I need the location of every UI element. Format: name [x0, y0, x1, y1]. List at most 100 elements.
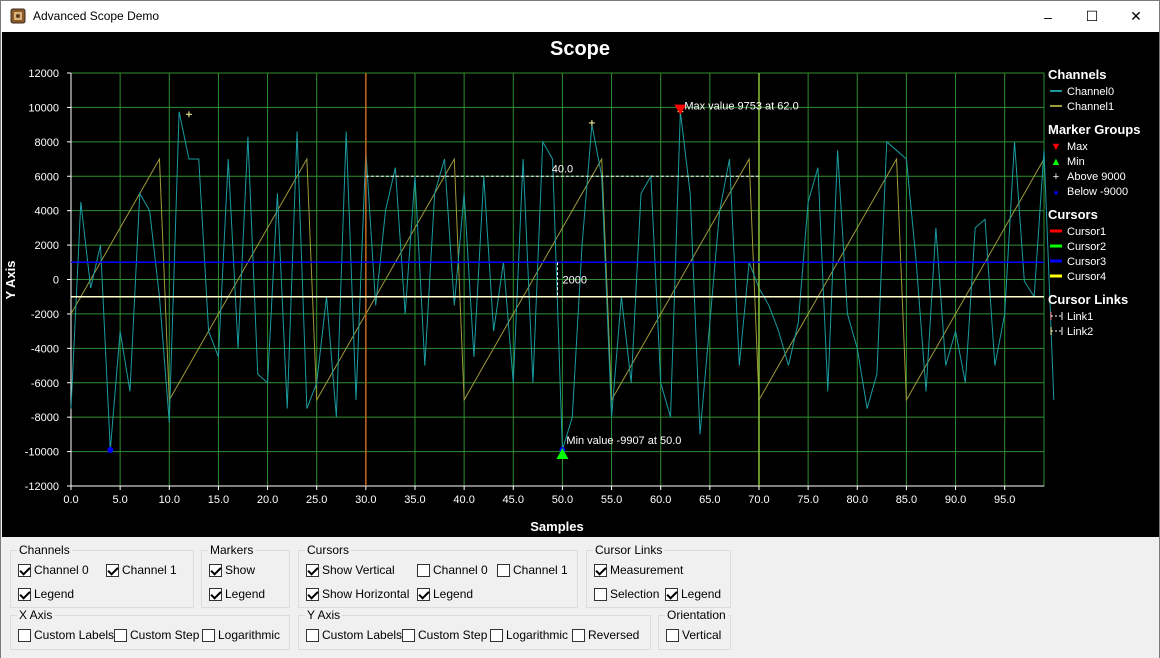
- cursor-links-group: Cursor Links: [586, 543, 731, 608]
- cursor-links-group-title: Cursor Links: [595, 543, 663, 557]
- window-title: Advanced Scope Demo: [33, 9, 160, 23]
- close-button[interactable]: ✕: [1113, 1, 1159, 32]
- x-tick-label: 50.0: [552, 494, 573, 506]
- x-custom-step-label: Custom Step: [130, 628, 200, 642]
- legend-marker-item: Min: [1067, 156, 1085, 168]
- scope-chart-svg[interactable]: Scope 0.0 5.0 10.0 15.0 20.0 25.0 30.0 35.0 40.0…: [2, 32, 1159, 537]
- markers-legend-checkbox[interactable]: Legend: [209, 587, 265, 601]
- series-channel1: [70, 157, 1045, 402]
- legend-cursor-item: Cursor3: [1067, 256, 1106, 268]
- y-reversed-checkbox[interactable]: Reversed: [572, 628, 639, 642]
- legend-marker-item: Below -9000: [1067, 186, 1128, 198]
- x-axis-ticks: 0.0 5.0 10.0 15.0 20.0 25.0 30.0 35.0 40.0 45.0 50…: [63, 485, 1044, 506]
- legend-link-item: Link2: [1067, 326, 1093, 338]
- x-axis-label: Samples: [530, 519, 583, 534]
- y-axis-group: Y Axis: [298, 608, 651, 650]
- x-tick-label: 35.0: [404, 494, 425, 506]
- x-tick-label: 80.0: [847, 494, 868, 506]
- y-tick-label: -12000: [25, 481, 59, 493]
- channel1-checkbox[interactable]: Channel 1: [106, 563, 177, 577]
- legend-item-channel0: Channel0: [1067, 86, 1114, 98]
- y-reversed-label: Reversed: [588, 628, 640, 642]
- x-tick-label: 60.0: [650, 494, 671, 506]
- legend-link-item: Link1: [1067, 311, 1093, 323]
- markers-show-label: Show: [225, 563, 256, 577]
- x-logarithmic-checkbox[interactable]: Logarithmic: [202, 628, 280, 642]
- vertical-orientation-label: Vertical: [682, 628, 722, 642]
- links-legend-label: Legend: [681, 587, 722, 601]
- legend-cursor-item: Cursor2: [1067, 241, 1106, 253]
- app-icon: [10, 8, 26, 24]
- orientation-group: Orientation: [658, 608, 731, 650]
- legend-heading: Cursors: [1048, 207, 1098, 222]
- x-tick-label: 15.0: [208, 494, 229, 506]
- links-legend-checkbox[interactable]: Legend: [665, 587, 721, 601]
- y-tick-label: 4000: [35, 206, 59, 218]
- scope-chart[interactable]: Scope 0.0 5.0 10.0 15.0 20.0 25.0 30.0 35.0 40.0…: [2, 32, 1159, 537]
- channels-legend-checkbox[interactable]: Legend: [18, 587, 74, 601]
- controls-panel: Channels Channel 0 Channel 1 Legend Mark…: [1, 537, 1159, 658]
- x-tick-label: 85.0: [896, 494, 917, 506]
- cursor-channel1-checkbox[interactable]: Channel 1: [497, 563, 568, 577]
- minimize-icon: –: [1044, 8, 1052, 25]
- x-tick-label: 90.0: [945, 494, 966, 506]
- maximize-icon: ☐: [1085, 8, 1099, 24]
- show-vertical-label: Show Vertical: [322, 563, 395, 577]
- x-tick-label: 0.0: [63, 494, 78, 506]
- y-tick-label: 0: [53, 275, 59, 287]
- y-tick-label: 6000: [35, 171, 59, 183]
- min-marker-label: Min value -9907 at 50.0: [566, 435, 681, 447]
- x-custom-step-checkbox[interactable]: Custom Step: [114, 628, 199, 642]
- legend-heading: Cursor Links: [1048, 292, 1128, 307]
- orientation-group-title: Orientation: [667, 608, 726, 622]
- legend-marker-item: Max: [1067, 141, 1088, 153]
- x-tick-label: 55.0: [601, 494, 622, 506]
- x-tick-label: 10.0: [159, 494, 180, 506]
- links-layer: 40.0 2000: [365, 163, 759, 297]
- below-marker: [107, 446, 114, 453]
- max-marker-label: Max value 9753 at 62.0: [684, 101, 798, 113]
- markers-legend-label: Legend: [225, 587, 266, 601]
- selection-checkbox[interactable]: Selection: [594, 587, 659, 601]
- y-tick-label: 12000: [28, 68, 59, 80]
- x-tick-label: 5.0: [112, 494, 127, 506]
- selection-label: Selection: [610, 587, 660, 601]
- x-tick-label: 40.0: [453, 494, 474, 506]
- min-marker: [556, 447, 569, 459]
- cursor-channel0-checkbox[interactable]: Channel 0: [417, 563, 488, 577]
- measurement-checkbox[interactable]: Measurement: [594, 563, 683, 577]
- channel0-checkbox[interactable]: Channel 0: [18, 563, 89, 577]
- cursor-channel1-label: Channel 1: [513, 563, 568, 577]
- cursors-legend-label: Legend: [433, 587, 474, 601]
- vertical-orientation-checkbox[interactable]: Vertical: [666, 628, 721, 642]
- x-custom-labels-checkbox[interactable]: Custom Labels: [18, 628, 114, 642]
- measurement-label: Measurement: [610, 563, 684, 577]
- y-tick-label: -8000: [31, 412, 59, 424]
- markers-group: Markers: [201, 543, 290, 608]
- minimize-button[interactable]: –: [1025, 1, 1071, 32]
- x-tick-label: 20.0: [257, 494, 278, 506]
- x-logarithmic-label: Logarithmic: [218, 628, 281, 642]
- x-tick-label: 65.0: [699, 494, 720, 506]
- y-custom-step-label: Custom Step: [418, 628, 488, 642]
- markers-group-title: Markers: [210, 543, 254, 557]
- cursors-legend-checkbox[interactable]: Legend: [417, 587, 473, 601]
- y-custom-step-checkbox[interactable]: Custom Step: [402, 628, 487, 642]
- channels-group: Channels: [10, 543, 194, 608]
- show-vertical-checkbox[interactable]: Show Vertical: [306, 563, 395, 577]
- y-logarithmic-checkbox[interactable]: Logarithmic: [490, 628, 568, 642]
- legend-marker-symbol: ●: [1054, 188, 1059, 197]
- markers-show-checkbox[interactable]: Show: [209, 563, 255, 577]
- legend-marker-item: Above 9000: [1067, 171, 1126, 183]
- y-tick-label: -6000: [31, 378, 59, 390]
- y-custom-labels-checkbox[interactable]: Custom Labels: [306, 628, 402, 642]
- link2-label: 2000: [563, 275, 587, 287]
- channel1-label: Channel 1: [122, 563, 177, 577]
- y-tick-label: 2000: [35, 240, 59, 252]
- show-horizontal-checkbox[interactable]: Show Horizontal: [306, 587, 409, 601]
- legend-cursor-item: Cursor1: [1067, 226, 1106, 238]
- maximize-button[interactable]: ☐: [1069, 1, 1115, 32]
- legend-cursor-item: Cursor4: [1067, 271, 1106, 283]
- title-bar[interactable]: Advanced Scope Demo – ☐ ✕: [1, 1, 1159, 32]
- y-tick-label: -4000: [31, 343, 59, 355]
